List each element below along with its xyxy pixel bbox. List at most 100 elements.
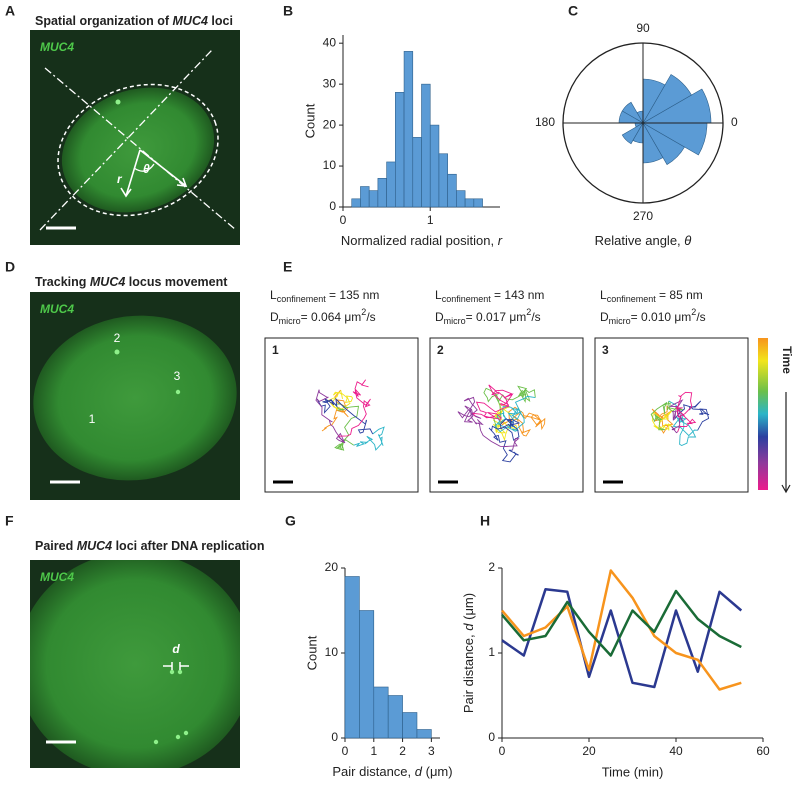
histogram-bar (416, 729, 432, 739)
text-part: L (270, 288, 277, 302)
text-part: loci after DNA replication (112, 539, 264, 553)
locus-label: 1 (89, 412, 96, 426)
histogram-bar (395, 92, 405, 208)
arrow (139, 149, 188, 187)
symbol-label: θ (143, 162, 150, 176)
text-part: /s (696, 310, 705, 324)
locus (114, 349, 120, 355)
panel-letter: B (283, 3, 293, 19)
trajectory (673, 400, 710, 431)
diffusion-label: Dmicro= 0.064 μm2/s (270, 307, 376, 326)
histogram-bar (368, 190, 379, 208)
histogram-bar (438, 153, 448, 208)
text-part: D (270, 310, 279, 324)
text-part: = 135 nm (326, 288, 380, 302)
x-tick-label: 0 (340, 213, 347, 227)
text-part: loci (208, 14, 233, 28)
symbol-label: r (117, 172, 123, 186)
text-part: D (435, 310, 444, 324)
text-part: Relative angle, (595, 233, 685, 248)
track-box (264, 337, 419, 493)
panel-letter: F (5, 513, 14, 529)
angle-label: 0 (731, 115, 738, 129)
micrograph (30, 292, 240, 500)
polar-bar (621, 122, 644, 145)
angle-label: 180 (535, 115, 555, 129)
text-part: 2 (691, 307, 696, 317)
y-tick-label: 0 (331, 730, 338, 744)
y-tick-label: 20 (323, 117, 337, 131)
histogram-bar (403, 51, 414, 208)
text-part: Normalized radial position, (341, 233, 498, 248)
confinement-label: Lconfinement = 85 nm (600, 288, 703, 304)
image-label: MUC4 (40, 570, 74, 584)
angle-arc (133, 163, 155, 172)
y-tick-label: 10 (325, 645, 339, 659)
trajectory (338, 379, 371, 437)
x-tick-label: 3 (428, 744, 435, 758)
histogram-bar (421, 83, 431, 208)
series-line (501, 588, 743, 689)
track-number: 3 (602, 343, 609, 357)
series-line (501, 569, 742, 691)
colorbar-label: Time (780, 346, 794, 374)
text-part: Pair distance, (332, 764, 414, 779)
locus (115, 99, 121, 105)
x-tick-label: 1 (370, 744, 377, 758)
image-label: MUC4 (40, 40, 74, 54)
micrograph (30, 560, 240, 768)
text-part: /s (531, 310, 540, 324)
text-part: MUC4 (90, 275, 125, 289)
y-tick-label: 10 (323, 158, 337, 172)
panel-title: Spatial organization of MUC4 loci (35, 14, 233, 28)
text-part: = 0.064 μm (301, 310, 362, 324)
image-label: MUC4 (40, 302, 74, 316)
axis-line (39, 49, 213, 231)
text-part: = 0.017 μm (466, 310, 527, 324)
y-tick-label: 20 (325, 560, 339, 574)
histogram-bar (387, 695, 403, 739)
histogram-bar (373, 686, 389, 739)
track-box (594, 337, 749, 493)
angle-label: 90 (636, 21, 650, 35)
text-part: D (600, 310, 609, 324)
x-axis-label: Pair distance, d (μm) (332, 764, 452, 779)
histogram-bar (456, 190, 466, 208)
trajectory (457, 396, 520, 451)
axis-line (44, 67, 237, 231)
trajectory (668, 400, 698, 447)
axis (501, 568, 763, 739)
trajectory (674, 391, 697, 432)
confinement-label: Lconfinement = 143 nm (435, 288, 544, 304)
text-part: Pair distance, (461, 631, 476, 713)
y-axis-label: Count (302, 103, 317, 138)
text-part: locus movement (125, 275, 228, 289)
y-axis-label: Count (304, 635, 319, 670)
y-tick-label: 0 (329, 199, 336, 213)
diffusion-label: Dmicro= 0.017 μm2/s (435, 307, 541, 326)
text-part: micro (279, 316, 301, 326)
text-part: micro (444, 316, 466, 326)
locus (183, 730, 189, 736)
trajectory (668, 399, 684, 434)
y-tick-label: 40 (323, 35, 337, 49)
histogram-bar (351, 198, 361, 208)
text-part: 2 (526, 307, 531, 317)
text-part: Spatial organization of (35, 14, 173, 28)
text-part: Paired (35, 539, 77, 553)
text-part: (μm) (422, 764, 453, 779)
y-tick-label: 1 (488, 645, 495, 659)
text-part: d (415, 764, 423, 779)
text-part: confinement (277, 294, 327, 304)
x-axis-label: Time (min) (602, 764, 664, 779)
panel-letter: H (480, 513, 490, 529)
trajectory (494, 395, 536, 433)
nucleus (33, 315, 237, 481)
text-part: /s (366, 310, 375, 324)
series-line (501, 589, 742, 657)
track-number: 1 (272, 343, 279, 357)
trajectory (499, 406, 546, 437)
text-part: MUC4 (173, 14, 208, 28)
text-part: L (435, 288, 442, 302)
